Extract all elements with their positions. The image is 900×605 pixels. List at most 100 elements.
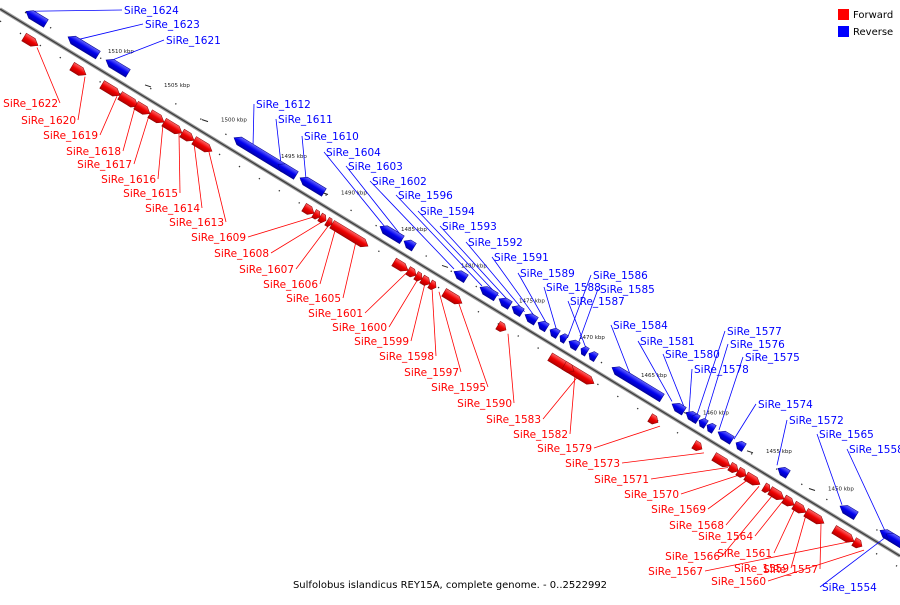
gene-label-fwd-4: SiRe_1617 — [77, 159, 132, 171]
leader-line — [36, 47, 61, 104]
gene-sire-1617 — [133, 100, 151, 115]
tick-mark — [144, 84, 152, 88]
gene-label-rev-27: SiRe_1572 — [789, 415, 844, 427]
gene-sire-1593 — [511, 305, 525, 317]
gene-label-fwd-7: SiRe_1614 — [145, 203, 200, 215]
tick-mark — [808, 488, 816, 491]
gene-label-rev-17: SiRe_1585 — [600, 284, 655, 296]
gene-label-rev-21: SiRe_1580 — [665, 349, 720, 361]
gene-label-rev-12: SiRe_1592 — [468, 237, 523, 249]
tick-label: 1490 kbp — [341, 191, 367, 197]
gene-sire-1616 — [147, 109, 165, 124]
gene-label-fwd-2: SiRe_1619 — [43, 130, 98, 142]
leader-line — [517, 272, 549, 327]
gene-features — [21, 10, 900, 551]
gene-label-fwd-35: SiRe_1560 — [711, 576, 766, 588]
leader-line — [439, 225, 512, 304]
leader-line — [99, 95, 118, 136]
leader-line — [410, 283, 426, 342]
gene-label-rev-25: SiRe_1578 — [694, 364, 749, 376]
leader-line — [110, 39, 165, 61]
legend: Forward Reverse — [838, 9, 893, 38]
leader-line — [621, 452, 705, 464]
leader-line — [610, 324, 632, 377]
gene-sire-1582 — [561, 361, 575, 373]
gene-label-fwd-19: SiRe_1595 — [431, 382, 486, 394]
leader-line — [395, 194, 483, 287]
gene-label-rev-20: SiRe_1581 — [640, 336, 695, 348]
leader-line — [773, 508, 796, 554]
legend-reverse-swatch — [838, 26, 849, 37]
gene-sire-1584 — [611, 366, 665, 403]
gene-label-fwd-9: SiRe_1609 — [191, 232, 246, 244]
gene-sire-1607 — [317, 212, 327, 224]
gene-sire-1612 — [233, 136, 287, 173]
gene-sire-1567 — [831, 525, 855, 543]
gene-label-fwd-8: SiRe_1613 — [169, 217, 224, 229]
gene-label-fwd-26: SiRe_1570 — [624, 489, 679, 501]
gene-label-fwd-33: SiRe_1557 — [763, 564, 818, 576]
leader-line — [345, 165, 404, 239]
leader-line — [790, 514, 807, 569]
tick-label: 1485 kbp — [401, 227, 427, 233]
tick-label: 1460 kbp — [703, 411, 729, 417]
gene-label-rev-29: SiRe_1558 — [849, 444, 900, 456]
gene-sire-1613 — [191, 136, 213, 153]
gene-sire-1565 — [839, 505, 859, 520]
gene-sire-1581 — [671, 402, 687, 416]
gene-label-fwd-32: SiRe_1559 — [734, 563, 789, 575]
gene-sire-1614 — [179, 128, 195, 142]
gene-sire-1610 — [299, 176, 327, 197]
gene-sire-1590 — [495, 320, 507, 332]
gene-sire-1597 — [427, 279, 437, 290]
gene-label-fwd-23: SiRe_1579 — [537, 443, 592, 455]
leader-line — [704, 541, 851, 572]
gene-label-fwd-15: SiRe_1600 — [332, 322, 387, 334]
gene-sire-1579 — [647, 413, 659, 425]
leader-line — [76, 23, 144, 41]
leader-line — [688, 368, 693, 412]
gene-label-rev-26: SiRe_1574 — [758, 399, 813, 411]
leader-line — [567, 300, 587, 350]
gene-sire-1591 — [537, 320, 550, 333]
label-leader-lines — [29, 9, 891, 588]
gene-sire-1623 — [67, 35, 101, 60]
gene-sire-1618 — [117, 91, 139, 108]
gene-label-rev-11: SiRe_1593 — [442, 221, 497, 233]
gene-sire-1557 — [803, 508, 825, 525]
gene-label-rev-3: SiRe_1612 — [256, 99, 311, 111]
gene-sire-1609 — [301, 203, 315, 215]
gene-label-fwd-3: SiRe_1618 — [66, 146, 121, 158]
gene-sire-1603 — [403, 239, 417, 252]
leader-line — [275, 118, 282, 164]
gene-label-rev-7: SiRe_1603 — [348, 161, 403, 173]
gene-sire-1572 — [777, 467, 791, 479]
gene-label-fwd-25: SiRe_1571 — [594, 474, 649, 486]
gene-sire-1624 — [25, 10, 49, 28]
gene-sire-1568 — [743, 471, 761, 486]
gene-sire-1585 — [580, 346, 590, 357]
gene-label-fwd-1: SiRe_1620 — [21, 115, 76, 127]
map-caption: Sulfolobus islandicus REY15A, complete g… — [293, 580, 607, 591]
leader-line — [721, 494, 774, 557]
gene-sire-1602 — [453, 270, 469, 283]
gene-label-rev-1: SiRe_1623 — [145, 19, 200, 31]
gene-sire-1620 — [69, 62, 87, 76]
gene-sire-1589 — [549, 327, 561, 339]
gene-sire-1560 — [851, 537, 863, 549]
gene-sire-1604 — [379, 225, 405, 245]
gene-sire-1606 — [324, 217, 333, 228]
tick-label: 1455 kbp — [766, 449, 792, 455]
gene-label-fwd-16: SiRe_1599 — [354, 336, 409, 348]
gene-label-rev-16: SiRe_1586 — [593, 270, 648, 282]
gene-sire-1592 — [524, 313, 539, 326]
leader-line — [369, 180, 455, 270]
leader-line — [680, 474, 741, 495]
gene-label-fwd-18: SiRe_1597 — [404, 367, 459, 379]
leader-line — [733, 403, 757, 440]
leader-line — [252, 103, 255, 147]
gene-label-rev-19: SiRe_1584 — [613, 320, 668, 332]
leader-line — [819, 533, 891, 588]
tick-label: 1475 kbp — [519, 299, 545, 305]
